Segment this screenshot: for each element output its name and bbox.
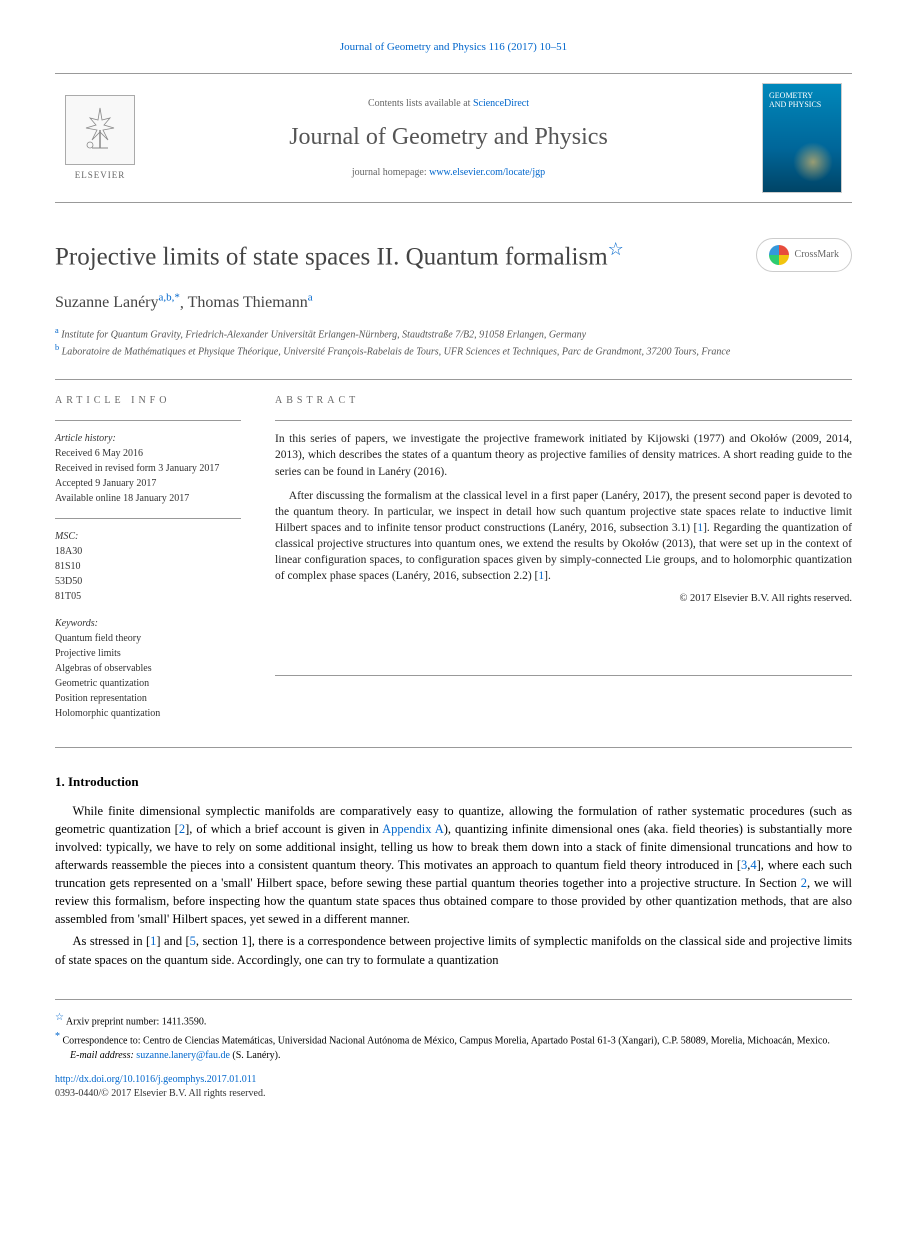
corresponding-email: E-mail address: suzanne.lanery@fau.de (S… (55, 1048, 852, 1063)
author: Suzanne Lanérya,b,* (55, 294, 180, 311)
article-history: Article history: Received 6 May 2016 Rec… (55, 431, 241, 506)
cover-art-icon (793, 142, 833, 182)
journal-cover-thumbnail: GEOMETRY AND PHYSICS (762, 83, 842, 193)
affiliations: a Institute for Quantum Gravity, Friedri… (55, 325, 852, 360)
abstract-column: ABSTRACT In this series of papers, we in… (255, 380, 852, 747)
running-head: Journal of Geometry and Physics 116 (201… (55, 40, 852, 55)
footnote: ☆ Arxiv preprint number: 1411.3590. (55, 1010, 852, 1029)
body-para: As stressed in [1] and [5, section 1], t… (55, 932, 852, 968)
cover-block: GEOMETRY AND PHYSICS (752, 74, 852, 202)
article-info-column: ARTICLE INFO Article history: Received 6… (55, 380, 255, 747)
sciencedirect-link[interactable]: ScienceDirect (473, 98, 529, 109)
footnotes: ☆ Arxiv preprint number: 1411.3590. * Co… (55, 999, 852, 1064)
homepage-line: journal homepage: www.elsevier.com/locat… (352, 166, 545, 180)
homepage-link[interactable]: www.elsevier.com/locate/jgp (429, 167, 545, 178)
info-abstract-block: ARTICLE INFO Article history: Received 6… (55, 379, 852, 748)
abstract-para: In this series of papers, we investigate… (275, 431, 852, 479)
cover-title: GEOMETRY AND PHYSICS (769, 92, 835, 110)
section-heading: 1. Introduction (55, 773, 852, 791)
publisher-name: ELSEVIER (75, 169, 126, 182)
abstract-heading: ABSTRACT (275, 394, 852, 408)
msc-block: MSC: 18A30 81S10 53D50 81T05 (55, 529, 241, 604)
publisher-block: ELSEVIER (55, 74, 145, 202)
author-list: Suzanne Lanérya,b,*, Thomas Thiemanna (55, 291, 852, 315)
affiliation: b Laboratoire de Mathématiques et Physiq… (55, 342, 852, 359)
article-title: Projective limits of state spaces II. Qu… (55, 238, 736, 273)
appendix-link[interactable]: Appendix A (382, 822, 444, 836)
keywords-block: Keywords: Quantum field theory Projectiv… (55, 616, 241, 721)
author: Thomas Thiemanna (188, 294, 313, 311)
journal-name: Journal of Geometry and Physics (289, 121, 608, 155)
info-heading: ARTICLE INFO (55, 394, 241, 408)
elsevier-tree-icon (65, 95, 135, 165)
contents-line: Contents lists available at ScienceDirec… (368, 97, 529, 111)
abstract-para: After discussing the formalism at the cl… (275, 488, 852, 585)
abstract-copyright: © 2017 Elsevier B.V. All rights reserved… (275, 592, 852, 607)
body-para: While finite dimensional symplectic mani… (55, 802, 852, 929)
author-marks: a,b,* (159, 292, 180, 304)
issn-copyright: 0393-0440/© 2017 Elsevier B.V. All right… (55, 1087, 852, 1101)
footnote: * Correspondence to: Centro de Ciencias … (55, 1029, 852, 1048)
affiliation: a Institute for Quantum Gravity, Friedri… (55, 325, 852, 342)
author-marks: a (308, 292, 313, 304)
contents-prefix: Contents lists available at (368, 98, 473, 109)
doi-link[interactable]: http://dx.doi.org/10.1016/j.geomphys.201… (55, 1074, 256, 1085)
footer: http://dx.doi.org/10.1016/j.geomphys.201… (55, 1073, 852, 1101)
homepage-prefix: journal homepage: (352, 167, 429, 178)
masthead-center: Contents lists available at ScienceDirec… (145, 74, 752, 202)
journal-masthead: ELSEVIER Contents lists available at Sci… (55, 73, 852, 203)
title-footnote-mark: ☆ (608, 239, 624, 259)
crossmark-badge[interactable]: CrossMark (756, 238, 852, 272)
crossmark-icon (769, 245, 789, 265)
crossmark-label: CrossMark (795, 248, 839, 262)
intro-section: 1. Introduction While finite dimensional… (55, 773, 852, 968)
email-link[interactable]: suzanne.lanery@fau.de (136, 1050, 230, 1061)
